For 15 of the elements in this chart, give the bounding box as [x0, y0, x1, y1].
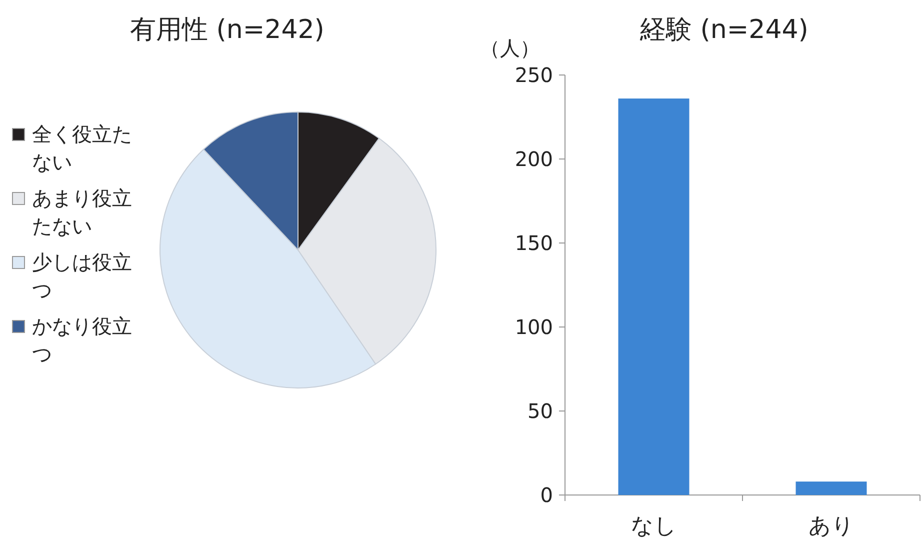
- x-tick-label: あり: [808, 514, 854, 539]
- y-tick-label: 50: [528, 399, 553, 423]
- y-axis-title: （人）: [480, 36, 540, 60]
- chart-title: 経験 (n=244): [640, 14, 808, 47]
- legend-label: 少しは役立つ: [31, 249, 133, 304]
- y-tick-label: 200: [514, 147, 553, 171]
- chart-title: 有用性 (n=242): [130, 14, 324, 47]
- y-tick-label: 100: [514, 315, 553, 339]
- y-tick-label: 0: [540, 483, 553, 507]
- y-tick-label: 150: [514, 231, 553, 255]
- x-tick-label: なし: [630, 514, 677, 539]
- legend-label: あまり役立たない: [31, 185, 133, 240]
- legend-label: かなり役立つ: [31, 313, 133, 368]
- y-tick-label: 250: [514, 63, 553, 87]
- legend-label: 全く役立たない: [31, 121, 133, 176]
